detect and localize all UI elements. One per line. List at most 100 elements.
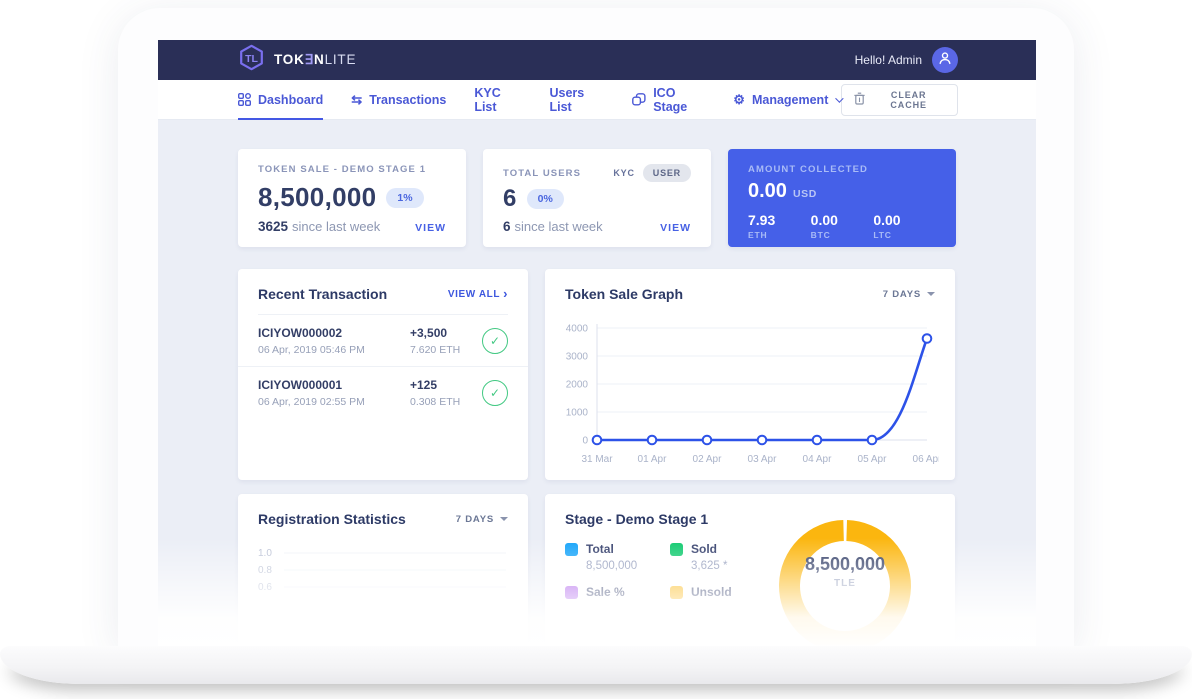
chevron-down-icon — [927, 292, 935, 296]
coin-eth: 7.93 ETH — [748, 212, 776, 240]
svg-text:TL: TL — [245, 53, 258, 65]
legend-total: Total 8,500,000 — [565, 542, 670, 572]
trash-icon — [854, 92, 865, 107]
tokenlite-hexagon-icon: TL — [238, 44, 265, 76]
total-users-stat-card: TOTAL USERS KYC USER 6 0% 6 since last we… — [483, 149, 711, 247]
transaction-row: ICIYOW000001 06 Apr, 2019 02:55 PM +125 … — [238, 366, 528, 418]
view-all-link[interactable]: VIEW ALL › — [447, 286, 508, 301]
svg-text:06 Apr: 06 Apr — [913, 454, 939, 465]
amount-usd-unit: USD — [792, 188, 817, 200]
tab-label: Management — [751, 92, 829, 107]
check-circle-icon: ✓ — [482, 328, 508, 354]
tab-kyc-list[interactable]: KYC List — [474, 80, 521, 120]
cube-stack-icon — [632, 93, 646, 106]
svg-text:02 Apr: 02 Apr — [693, 454, 723, 465]
svg-text:2000: 2000 — [566, 380, 589, 391]
tx-eth: 7.620 ETH — [410, 344, 461, 356]
svg-text:1.0: 1.0 — [258, 548, 272, 559]
total-users-badge: 0% — [526, 189, 564, 209]
recent-transactions-title: Recent Transaction — [258, 286, 388, 302]
amount-collected-card: AMOUNT COLLECTED 0.00 USD 7.93 ETH 0.00 — [728, 149, 956, 247]
svg-text:03 Apr: 03 Apr — [748, 454, 778, 465]
token-sale-delta: 3625 since last week — [258, 219, 381, 234]
chevron-down-icon — [500, 517, 508, 521]
transactions-arrows-icon: ⇆ — [351, 91, 363, 107]
stage-legend: Total 8,500,000 Sold 3,625 * Sale % — [565, 542, 775, 603]
tx-amount: +125 — [410, 378, 438, 392]
dashboard-grid-icon — [238, 93, 251, 106]
svg-text:01 Apr: 01 Apr — [638, 454, 668, 465]
svg-text:4000: 4000 — [566, 324, 589, 335]
tx-eth: 0.308 ETH — [410, 396, 461, 408]
svg-text:3000: 3000 — [566, 352, 589, 363]
tab-label: KYC List — [474, 85, 501, 114]
token-sale-badge: 1% — [386, 187, 424, 208]
token-sale-value: 8,500,000 — [258, 182, 377, 212]
token-sale-graph-card: Token Sale Graph 7 DAYS 0 1000 2000 3000 400… — [545, 269, 955, 480]
tx-amount: +3,500 — [410, 326, 448, 340]
registration-chart: 1.0 0.8 0.6 — [238, 539, 528, 624]
tx-date: 06 Apr, 2019 05:46 PM — [258, 344, 365, 356]
nav-tabs-bar: Dashboard ⇆ Transactions KYC List Users … — [158, 80, 1036, 120]
brand-logo[interactable]: TL TOK∃NLITE — [238, 44, 356, 76]
svg-text:0.6: 0.6 — [258, 582, 272, 593]
svg-text:0.8: 0.8 — [258, 565, 272, 576]
token-sale-graph-title: Token Sale Graph — [565, 286, 683, 302]
transaction-row: ICIYOW000002 06 Apr, 2019 05:46 PM +3,50… — [238, 315, 528, 366]
toggle-kyc[interactable]: KYC — [613, 168, 635, 178]
token-sale-view-link[interactable]: VIEW — [415, 222, 446, 234]
token-sale-line-chart: 0 1000 2000 3000 4000 31 Mar 01 Apr 02 Apr 03 Ap… — [545, 314, 955, 479]
total-users-value: 6 — [503, 185, 517, 212]
tab-label: Users List — [549, 85, 585, 114]
amount-usd-value: 0.00 — [748, 180, 787, 202]
laptop-base — [0, 646, 1192, 684]
range-dropdown[interactable]: 7 DAYS — [883, 289, 935, 300]
total-users-view-link[interactable]: VIEW — [660, 222, 691, 234]
tab-dashboard[interactable]: Dashboard — [238, 80, 324, 120]
svg-text:05 Apr: 05 Apr — [858, 454, 888, 465]
legend-swatch — [565, 542, 578, 556]
chevron-right-icon: › — [503, 286, 508, 301]
tab-label: Dashboard — [258, 92, 324, 107]
tab-label: ICO Stage — [653, 85, 688, 114]
user-avatar[interactable] — [932, 47, 958, 73]
tab-ico-stage[interactable]: ICO Stage — [632, 80, 705, 120]
recent-transactions-card: Recent Transaction VIEW ALL › ICIYOW0000… — [238, 269, 528, 480]
svg-text:04 Apr: 04 Apr — [803, 454, 833, 465]
total-users-label: TOTAL USERS — [503, 167, 582, 179]
legend-swatch — [670, 585, 683, 599]
stage-card: Stage - Demo Stage 1 Total 8,500,000 Sol… — [545, 494, 955, 648]
clear-cache-label: CLEAR CACHE — [890, 89, 927, 110]
tab-users-list[interactable]: Users List — [549, 80, 604, 120]
person-icon — [938, 51, 952, 70]
toggle-user[interactable]: USER — [642, 164, 691, 182]
amount-collected-label: AMOUNT COLLECTED — [748, 164, 868, 175]
legend-swatch — [565, 585, 578, 599]
clear-cache-button[interactable]: CLEAR CACHE — [841, 83, 958, 116]
tab-transactions[interactable]: ⇆ Transactions — [351, 80, 446, 120]
svg-text:0: 0 — [582, 436, 588, 447]
svg-text:31 Mar: 31 Mar — [581, 454, 613, 465]
legend-sale-pct: Sale % — [565, 585, 670, 603]
legend-sold: Sold 3,625 * — [670, 542, 775, 572]
dashboard-content: TOKEN SALE - DEMO STAGE 1 8,500,000 1% 3… — [158, 120, 1036, 648]
total-users-delta: 6 since last week — [503, 219, 603, 234]
tx-id: ICIYOW000001 — [258, 378, 343, 392]
registration-statistics-title: Registration Statistics — [258, 511, 406, 527]
token-sale-stat-card: TOKEN SALE - DEMO STAGE 1 8,500,000 1% 3… — [238, 149, 466, 247]
registration-statistics-card: Registration Statistics 7 DAYS 1.0 0.8 0.6 — [238, 494, 528, 648]
legend-unsold: Unsold — [670, 585, 775, 603]
stage-title: Stage - Demo Stage 1 — [565, 511, 709, 527]
top-navbar: TL TOK∃NLITE Hello! Admin — [158, 40, 1036, 80]
donut-center-text: 8,500,000 TLE — [804, 554, 886, 589]
dashboard-screen: TL TOK∃NLITE Hello! Admin — [158, 40, 1036, 648]
tab-management[interactable]: ⚙ Management — [733, 80, 845, 120]
svg-text:1000: 1000 — [566, 408, 589, 419]
token-sale-label: TOKEN SALE - DEMO STAGE 1 — [258, 164, 427, 175]
check-circle-icon: ✓ — [482, 380, 508, 406]
coin-btc: 0.00 BTC — [810, 212, 838, 240]
legend-swatch — [670, 542, 683, 556]
laptop-screen-bezel: TL TOK∃NLITE Hello! Admin — [118, 8, 1074, 648]
range-dropdown[interactable]: 7 DAYS — [456, 514, 508, 525]
